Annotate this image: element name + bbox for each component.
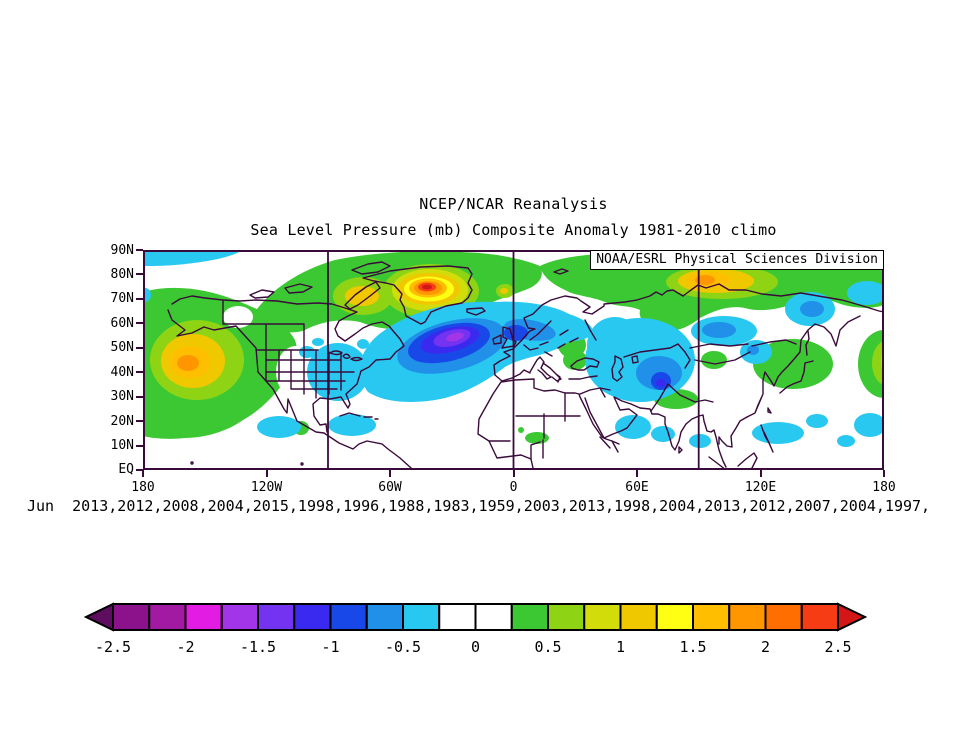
plot-subtitle: Sea Level Pressure (mb) Composite Anomal…	[250, 221, 777, 239]
colorbar-cell	[402, 603, 441, 631]
lat-tick-mark	[136, 297, 143, 300]
lon-tick-mark	[389, 470, 391, 477]
lat-tick-mark	[136, 322, 143, 325]
lat-tick-mark	[136, 249, 143, 251]
lat-tick-label: 50N	[110, 340, 134, 356]
lat-tick-mark	[136, 371, 143, 374]
colorbar-cell	[293, 603, 332, 631]
lat-tick-label: 20N	[110, 413, 134, 429]
lat-tick-mark	[136, 273, 143, 276]
lon-tick-mark	[142, 470, 144, 477]
anomaly-map	[143, 250, 884, 470]
lon-tick-label: 0	[509, 480, 518, 495]
map-frame	[143, 250, 884, 470]
colorbar-cell	[583, 603, 622, 631]
colorbar-cell	[148, 603, 187, 631]
lon-tick-label: 60E	[625, 480, 649, 495]
lon-tick-mark	[759, 470, 762, 477]
lat-tick-label: 90N	[110, 242, 134, 258]
colorbar-cell	[474, 603, 513, 631]
colorbar-tick-label: 1.5	[679, 638, 706, 656]
lon-tick-mark	[265, 470, 268, 477]
lat-tick-label: EQ	[118, 462, 134, 478]
lat-tick-mark	[136, 395, 143, 398]
colorbar-cell	[692, 603, 731, 631]
lat-tick-mark	[136, 420, 143, 423]
colorbar-cell	[220, 603, 259, 631]
noaa-credit-label: NOAA/ESRL Physical Sciences Division	[590, 250, 884, 270]
colorbar-tick-label: -0.5	[385, 638, 421, 656]
lat-tick-label: 60N	[110, 315, 134, 331]
colorbar: -2.5 -2 -1.5 -1 -0.5 0 0.5 1 1.5 2 2.5	[83, 602, 868, 656]
plot-title: NCEP/NCAR Reanalysis	[419, 195, 608, 213]
composite-years-caption: Jun 2013,2012,2008,2004,2015,1998,1996,1…	[27, 497, 931, 515]
colorbar-cell	[329, 603, 368, 631]
colorbar-cell	[112, 603, 151, 631]
lat-tick-mark	[136, 468, 143, 471]
colorbar-tick-label: -1.5	[240, 638, 276, 656]
colorbar-tick-label: -2	[176, 638, 194, 656]
coastlines	[167, 261, 884, 470]
colorbar-tick-label: -2.5	[95, 638, 131, 656]
colorbar-cell	[365, 603, 404, 631]
colorbar-cell	[800, 603, 839, 631]
colorbar-left-arrow	[83, 602, 114, 632]
lon-tick-mark	[512, 470, 515, 477]
lon-tick-mark	[883, 470, 885, 477]
colorbar-cell	[257, 603, 296, 631]
lat-tick-label: 40N	[110, 364, 134, 380]
lat-tick-label: 70N	[110, 291, 134, 307]
colorbar-cell	[728, 603, 767, 631]
colorbar-cell	[510, 603, 549, 631]
lat-tick-label: 10N	[110, 438, 134, 454]
lat-tick-label: 80N	[110, 266, 134, 282]
lat-tick-mark	[136, 346, 143, 349]
colorbar-tick-label: 1	[616, 638, 625, 656]
lon-tick-label: 180	[131, 480, 155, 495]
lat-tick-label: 30N	[110, 389, 134, 405]
colorbar-tick-label: 0	[471, 638, 480, 656]
lat-tick-mark	[136, 444, 143, 447]
colorbar-cell	[655, 603, 694, 631]
negative-anomaly-fills	[143, 250, 884, 448]
lon-tick-label: 60W	[378, 480, 402, 495]
colorbar-tick-label: 2	[761, 638, 770, 656]
colorbar-cell	[619, 603, 658, 631]
colorbar-tick-label: 0.5	[534, 638, 561, 656]
lon-tick-label: 180	[872, 480, 896, 495]
colorbar-right-arrow	[837, 602, 868, 632]
lon-tick-label: 120E	[744, 480, 777, 495]
colorbar-cell	[438, 603, 477, 631]
colorbar-tick-label: 2.5	[824, 638, 851, 656]
colorbar-tick-label: -1	[321, 638, 339, 656]
colorbar-cell	[547, 603, 586, 631]
lon-tick-label: 120W	[250, 480, 283, 495]
colorbar-cell	[764, 603, 803, 631]
lon-tick-mark	[636, 470, 638, 477]
colorbar-cell	[184, 603, 223, 631]
